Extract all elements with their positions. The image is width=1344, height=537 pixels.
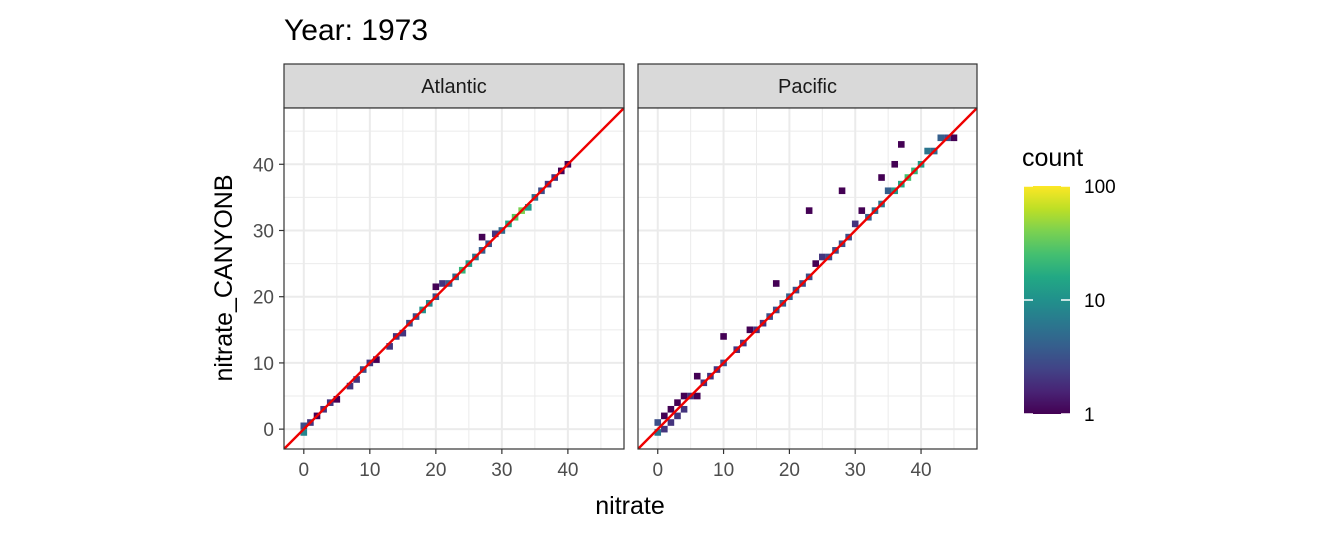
density-bin: [851, 220, 859, 228]
density-bin: [819, 253, 826, 261]
density-bin: [654, 419, 662, 426]
identity-line: [638, 108, 977, 449]
density-bin: [878, 174, 885, 181]
density-bin: [524, 204, 532, 211]
gridlines: [284, 108, 624, 449]
facet-strip-label: Pacific: [778, 76, 837, 98]
legend-label: 1: [1084, 405, 1095, 426]
density-bin: [805, 207, 813, 214]
density-bin: [812, 260, 820, 267]
density-bin: [432, 283, 440, 291]
panel-border: [637, 107, 978, 450]
facet-strip: [283, 63, 625, 109]
density-bin: [674, 412, 681, 420]
x-tick-label: 20: [425, 460, 446, 481]
color-legend: count 1 10 100: [1022, 144, 1116, 426]
density-bin: [680, 392, 688, 400]
density-bin: [300, 429, 308, 436]
facet-panel-pacific: Pacific 0 10 20 30 40: [637, 63, 978, 481]
density-bin: [693, 392, 701, 400]
density-bin: [478, 233, 486, 241]
y-tick-label: 20: [253, 288, 274, 309]
y-tick-label: 30: [253, 221, 274, 242]
legend-label: 10: [1084, 291, 1105, 312]
density-bin: [858, 207, 866, 214]
density-bin: [654, 429, 662, 436]
density-bin: [667, 405, 675, 413]
density-bin: [386, 343, 393, 350]
density-bin: [838, 187, 846, 195]
density-bin: [346, 382, 354, 390]
legend-label: 100: [1084, 177, 1116, 198]
x-tick-label: 10: [359, 460, 380, 481]
density-bin: [937, 134, 945, 142]
density-bin: [680, 405, 688, 413]
x-tick-label: 40: [910, 460, 931, 481]
density-bin: [300, 422, 308, 430]
density-bin: [891, 160, 899, 168]
density-bin: [924, 147, 931, 155]
density-bin: [772, 280, 780, 287]
density-bin: [661, 412, 668, 420]
x-tick-label: 20: [779, 460, 800, 481]
x-tick-label: 40: [557, 460, 578, 481]
facet-strip: [637, 63, 978, 109]
x-tick-label: 0: [652, 460, 663, 481]
density-bin: [693, 372, 701, 380]
gridlines: [638, 108, 977, 449]
facet-panels: Atlantic 0 10 20 30 40 0 10 20 30 40 Pacific 0 10 20 30…: [253, 63, 978, 481]
legend-ticks: 1 10 100: [1024, 177, 1116, 426]
x-axis-title: nitrate: [595, 492, 664, 520]
y-tick-label: 0: [263, 420, 274, 441]
x-tick-label: 0: [299, 460, 310, 481]
panel-border: [283, 107, 625, 450]
identity-line: [284, 108, 624, 449]
x-tick-label: 30: [491, 460, 512, 481]
density-bin: [373, 356, 380, 363]
density-bin: [491, 230, 499, 238]
facet-strip-label: Atlantic: [421, 76, 487, 98]
legend-title: count: [1022, 144, 1083, 172]
density-bin: [720, 333, 727, 340]
y-axis-title: nitrate_CANYONB: [210, 174, 238, 381]
density-bin: [661, 425, 668, 433]
density-bin: [674, 399, 681, 406]
y-tick-label: 10: [253, 354, 274, 375]
facet-panel-atlantic: Atlantic 0 10 20 30 40 0 10 20 30 40: [253, 63, 625, 481]
chart-title: Year: 1973: [284, 14, 428, 47]
density-bin: [439, 280, 446, 287]
density-bin: [746, 326, 754, 334]
density-bin: [950, 134, 958, 142]
density-bin: [667, 419, 675, 426]
x-tick-label: 30: [845, 460, 866, 481]
density-bin: [353, 376, 360, 383]
density-bin: [898, 141, 905, 148]
density-bin: [333, 396, 341, 403]
y-tick-label: 40: [253, 155, 274, 176]
x-tick-label: 10: [713, 460, 734, 481]
density-bin: [884, 187, 892, 195]
density-bin: [399, 329, 407, 337]
